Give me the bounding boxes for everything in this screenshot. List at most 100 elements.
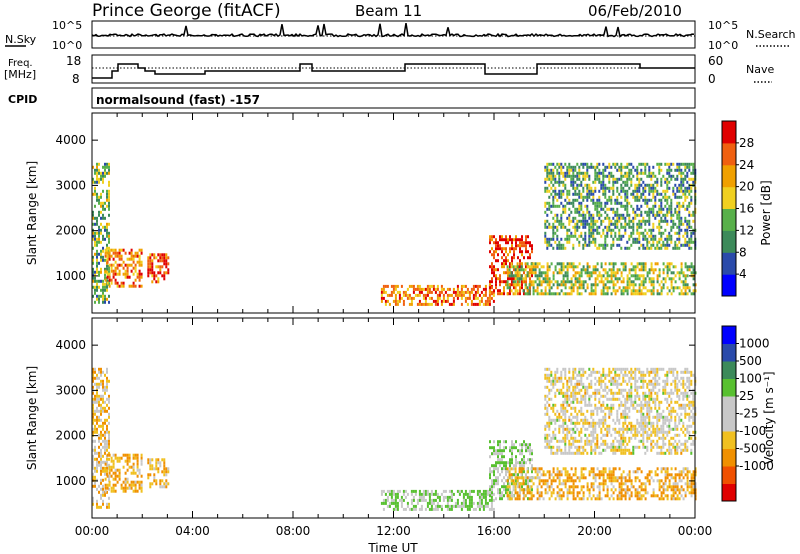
echo-cell — [612, 451, 615, 455]
echo-cell — [489, 491, 491, 495]
echo-cell — [594, 207, 597, 211]
echo-cell — [552, 174, 555, 178]
echo-cell — [582, 382, 585, 386]
echo-cell — [634, 271, 637, 275]
echo-cell — [495, 238, 497, 242]
echo-cell — [672, 192, 675, 196]
echo-cell — [493, 449, 495, 453]
echo-cell — [656, 225, 659, 229]
echo-cell — [402, 498, 405, 502]
echo-cell — [646, 204, 649, 208]
echo-cell — [546, 412, 549, 416]
echo-cell — [636, 225, 639, 229]
echo-cell — [628, 448, 631, 452]
echo-cell — [96, 382, 98, 386]
echo-cell — [390, 293, 393, 297]
echo-cell — [684, 292, 687, 296]
echo-cell — [604, 286, 607, 290]
echo-cell — [505, 491, 507, 495]
echo-cell — [512, 467, 515, 471]
echo-cell — [646, 473, 649, 477]
echo-cell — [462, 501, 465, 505]
echo-cell — [493, 268, 495, 272]
echo-cell — [626, 479, 629, 483]
echo-cell — [428, 284, 431, 288]
echo-cell — [596, 412, 599, 416]
echo-cell — [584, 213, 587, 217]
echo-cell — [102, 213, 104, 217]
echo-cell — [604, 376, 607, 380]
echo-cell — [670, 280, 673, 284]
echo-cell — [666, 180, 669, 184]
echo-cell — [546, 424, 549, 428]
echo-cell — [610, 476, 613, 480]
echo-cell — [580, 231, 583, 235]
echo-cell — [499, 274, 501, 278]
echo-cell — [648, 198, 651, 202]
echo-cell — [522, 482, 525, 486]
echo-cell — [644, 286, 647, 290]
echo-cell — [548, 204, 551, 208]
echo-cell — [544, 473, 547, 477]
echo-cell — [108, 270, 110, 274]
echo-cell — [564, 427, 567, 431]
echo-cell — [486, 504, 489, 508]
echo-cell — [94, 222, 96, 226]
echo-cell — [550, 491, 553, 495]
echo-cell — [564, 400, 567, 404]
echo-cell — [564, 445, 567, 449]
echo-cell — [632, 289, 635, 293]
echo-cell — [118, 263, 121, 267]
echo-cell — [422, 287, 425, 291]
echo-cell — [108, 463, 110, 467]
echo-cell — [106, 460, 108, 464]
echo-cell — [586, 286, 589, 290]
echo-cell — [448, 495, 451, 499]
echo-cell — [606, 280, 609, 284]
echo-cell — [580, 292, 583, 296]
echo-cell — [586, 451, 589, 455]
echo-cell — [552, 292, 555, 296]
echo-cell — [610, 271, 613, 275]
echo-cell — [676, 485, 679, 489]
echo-cell — [574, 165, 577, 169]
echo-cell — [550, 485, 553, 489]
echo-cell — [694, 473, 697, 477]
echo-cell — [620, 436, 623, 440]
echo-cell — [508, 473, 511, 477]
echo-cell — [489, 250, 491, 254]
echo-cell — [122, 480, 125, 484]
echo-cell — [682, 189, 685, 193]
echo-cell — [634, 210, 637, 214]
echo-cell — [604, 262, 607, 266]
echo-cell — [92, 430, 94, 434]
echo-cell — [642, 189, 645, 193]
echo-cell — [626, 201, 629, 205]
echo-cell — [140, 483, 143, 487]
echo-cell — [596, 283, 599, 287]
echo-cell — [608, 286, 611, 290]
echo-cell — [110, 468, 113, 472]
echo-cell — [94, 270, 96, 274]
echo-cell — [678, 237, 681, 241]
echo-cell — [546, 436, 549, 440]
echo-cell — [523, 292, 525, 296]
echo-cell — [155, 461, 158, 465]
echo-cell — [604, 442, 607, 446]
echo-cell — [574, 397, 577, 401]
echo-cell — [572, 283, 575, 287]
echo-cell — [608, 198, 611, 202]
echo-cell — [491, 247, 493, 251]
echo-cell — [114, 456, 117, 460]
echo-cell — [610, 379, 613, 383]
echo-cell — [674, 476, 677, 480]
echo-cell — [658, 222, 661, 226]
echo-cell — [620, 415, 623, 419]
echo-cell — [666, 476, 669, 480]
echo-cell — [434, 287, 437, 291]
echo-cell — [509, 271, 511, 275]
echo-cell — [511, 482, 513, 486]
echo-cell — [616, 412, 619, 416]
echo-cell — [98, 409, 100, 413]
echo-cell — [436, 495, 439, 499]
